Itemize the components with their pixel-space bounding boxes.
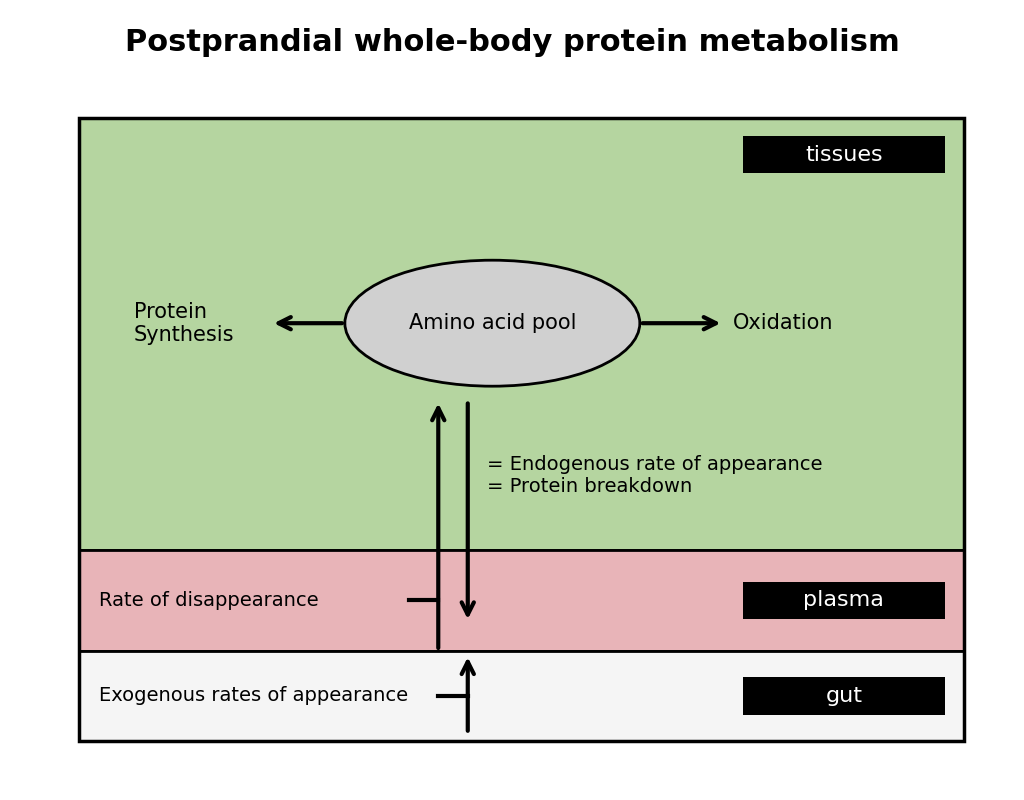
- Text: Exogenous rates of appearance: Exogenous rates of appearance: [99, 686, 409, 706]
- Text: Protein
Synthesis: Protein Synthesis: [133, 302, 234, 345]
- Ellipse shape: [345, 260, 640, 386]
- Text: plasma: plasma: [804, 590, 884, 610]
- Bar: [743, 677, 944, 714]
- Text: gut: gut: [825, 686, 862, 706]
- Bar: [743, 136, 944, 174]
- Bar: [80, 118, 965, 741]
- Text: Oxidation: Oxidation: [733, 313, 834, 333]
- Text: tissues: tissues: [805, 145, 883, 165]
- Text: Rate of disappearance: Rate of disappearance: [99, 591, 318, 610]
- Text: Postprandial whole-body protein metabolism: Postprandial whole-body protein metaboli…: [125, 28, 899, 57]
- Bar: [80, 651, 965, 741]
- Bar: [80, 550, 965, 651]
- Text: = Endogenous rate of appearance
= Protein breakdown: = Endogenous rate of appearance = Protei…: [487, 454, 823, 496]
- Text: Amino acid pool: Amino acid pool: [409, 313, 577, 333]
- Bar: [80, 118, 965, 550]
- Bar: [743, 582, 944, 619]
